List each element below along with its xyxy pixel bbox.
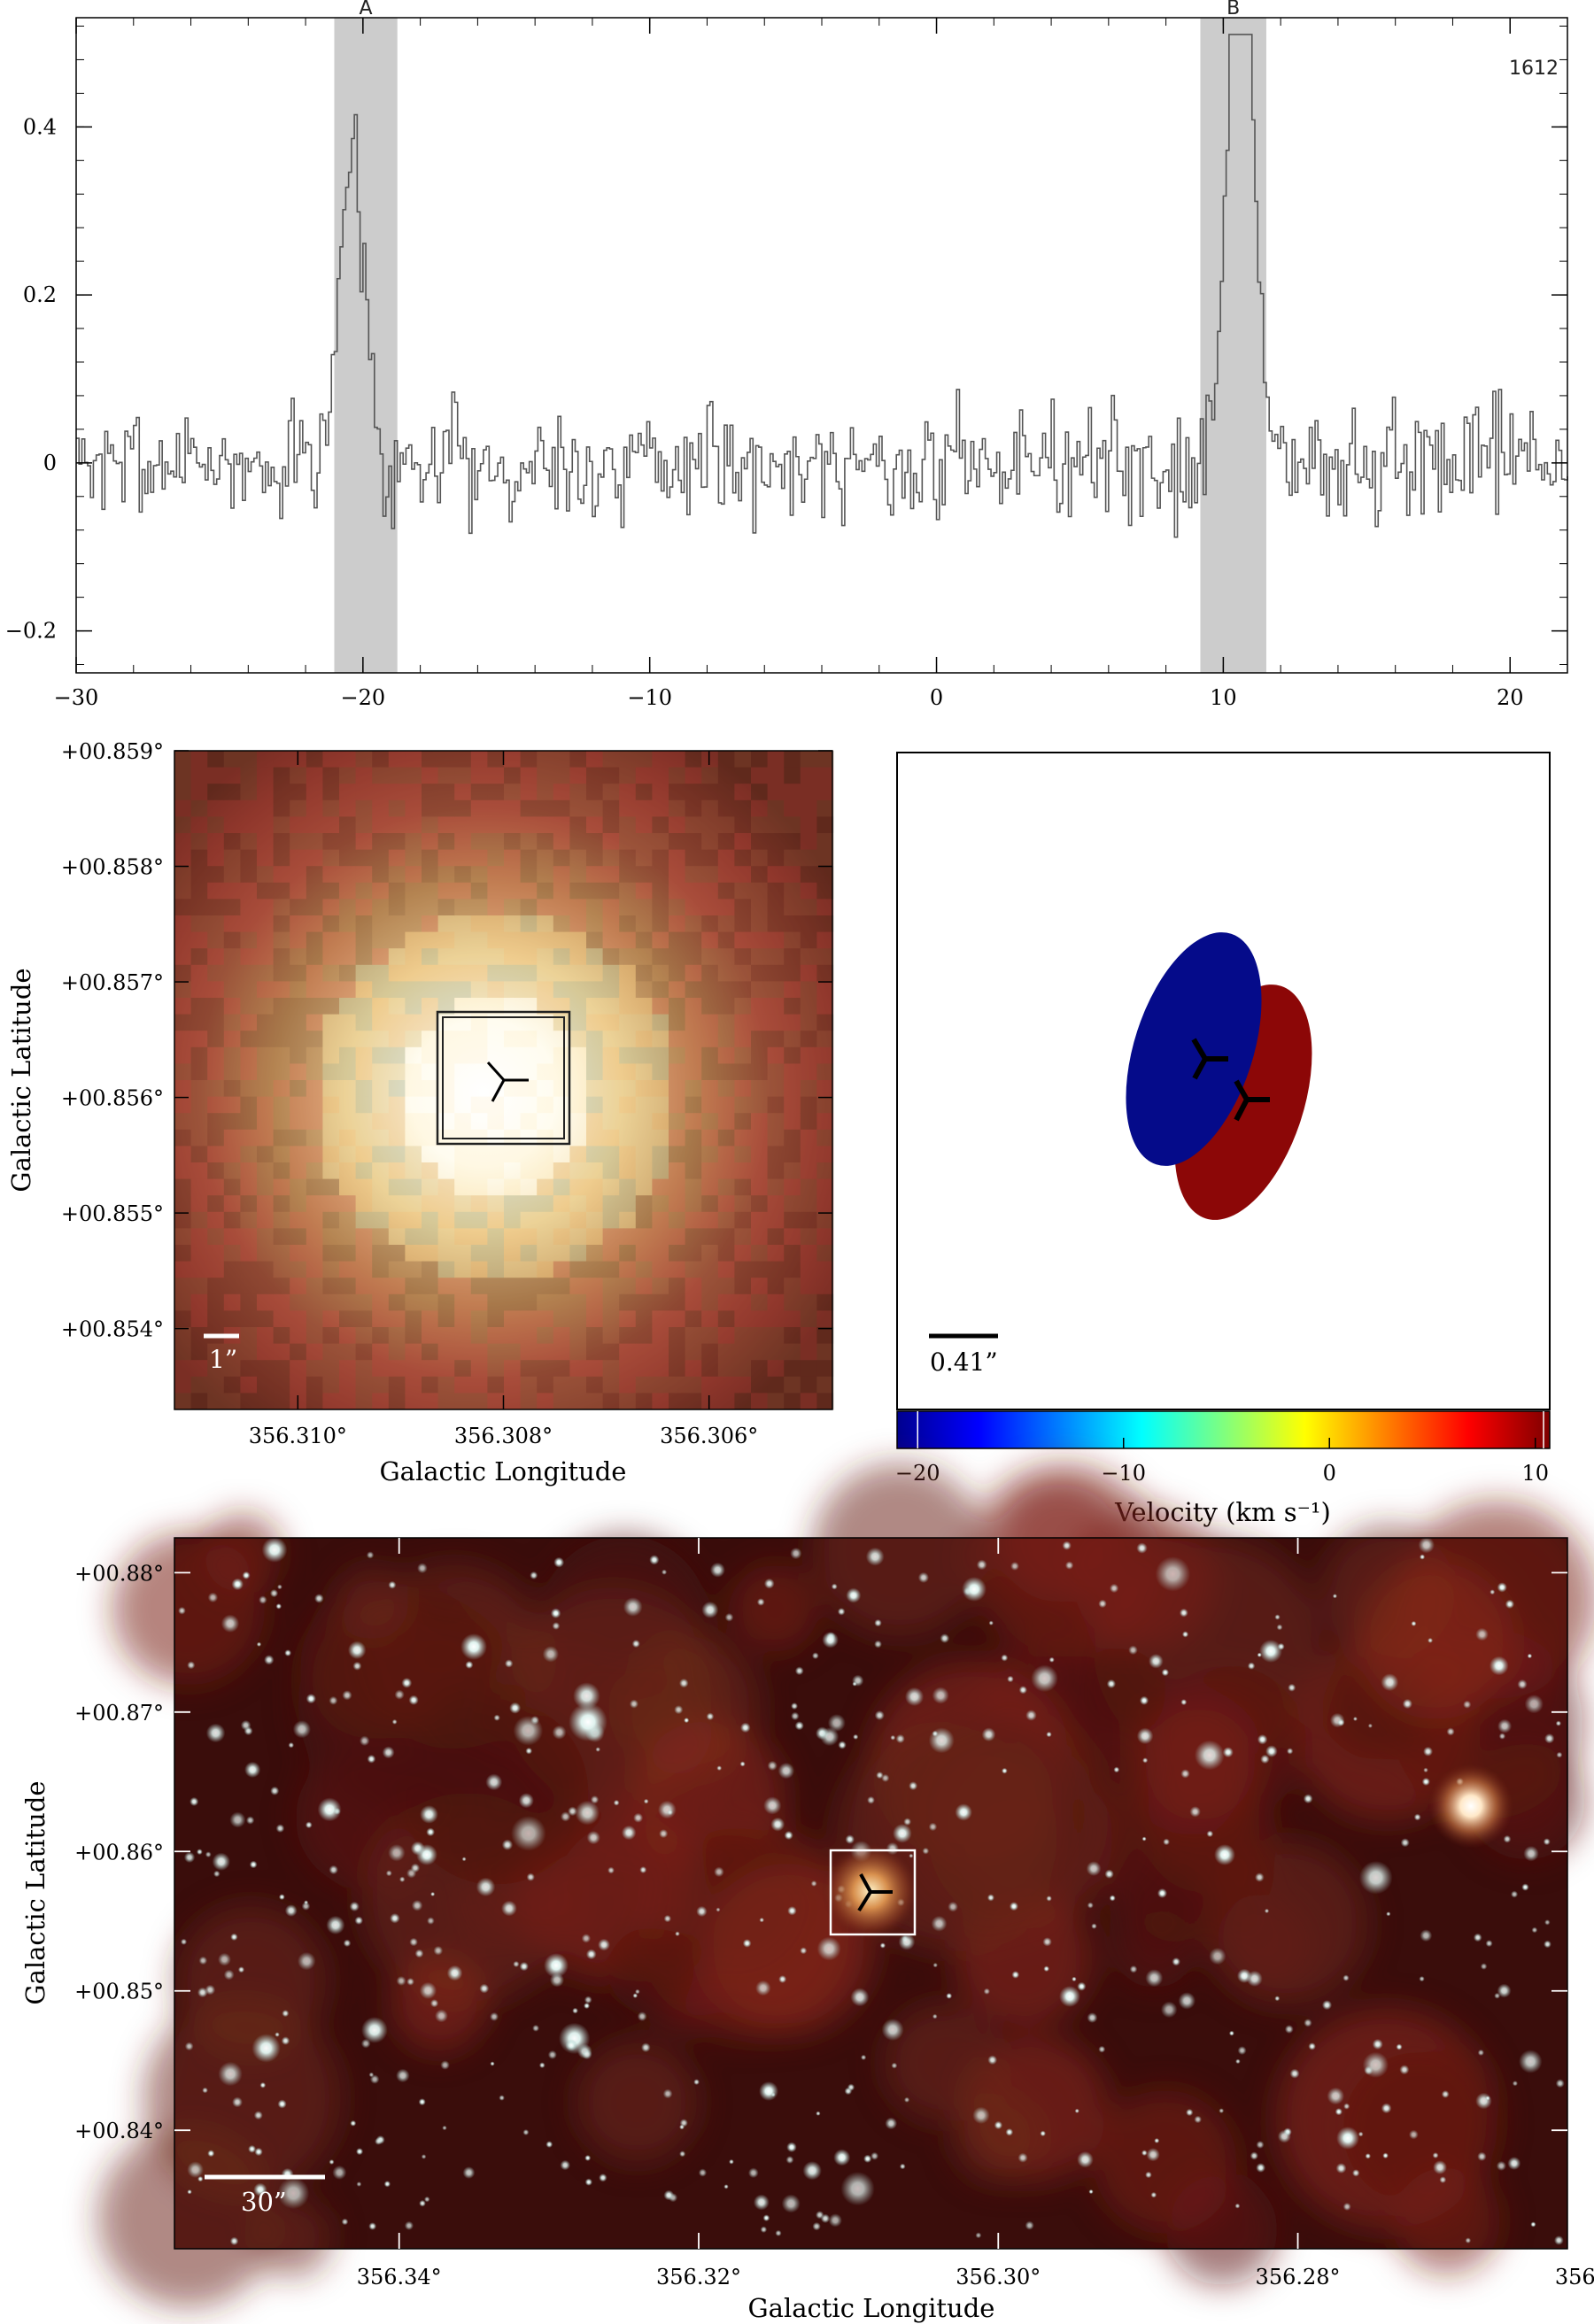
velocity-colorbar [896, 1410, 1551, 1449]
spectrum-y-tick-label: −0.2 [5, 619, 57, 644]
zoom-y-tick-label: +00.858° [61, 855, 164, 880]
wide-source-marker [857, 1873, 893, 1912]
wide-x-tick-label: 356.26° [1555, 2265, 1594, 2289]
spectrum-y-tick-label: 0.2 [23, 282, 57, 307]
spectrum-y-tick-label: 0.4 [23, 114, 57, 139]
colorbar-tick-label: 0 [1323, 1461, 1336, 1486]
wide-image-panel: 30” 356.34° 356.32° 356.30° 356.28° 356.26° +… [20, 1463, 1594, 2323]
wide-y-tick-label: +00.84° [74, 2119, 164, 2143]
spectrum-x-tick-label: −10 [627, 685, 672, 710]
zoom-source-marker [486, 1061, 529, 1102]
spectrum-region-label-a: A [360, 0, 373, 19]
wide-axes: 356.34° 356.32° 356.30° 356.28° 356.26° +00.8… [74, 1538, 1594, 2289]
wide-frame [174, 1537, 1568, 2250]
zoom-image-pixels [174, 751, 834, 1410]
spectrum-region-label-b: B [1226, 0, 1240, 19]
spectrum-region-b [1200, 18, 1266, 673]
spectrum-x-tick-label: 10 [1210, 685, 1237, 710]
wide-x-tick-label: 356.30° [956, 2265, 1041, 2289]
zoom-x-tick-label: 356.310° [249, 1424, 347, 1448]
spectrum-x-tick-label: −30 [54, 685, 99, 710]
zoom-scale-label: 1” [209, 1345, 237, 1374]
wide-x-tick-label: 356.34° [357, 2265, 442, 2289]
zoom-y-tick-label: +00.855° [61, 1201, 164, 1226]
colorbar-tick-label: 10 [1521, 1461, 1549, 1486]
zoom-image-panel: 1” 356.310° 356.308° 356.306° +00.854° +00.8… [6, 739, 834, 1486]
spectrum-frame [75, 17, 1568, 674]
spectrum-line [76, 34, 1568, 538]
zoom-y-tick-label: +00.859° [61, 739, 164, 764]
zoom-source-box-inner [442, 1016, 565, 1139]
maser-spot-a [1126, 932, 1262, 1166]
maser-scale-label: 0.41” [930, 1347, 998, 1377]
wide-y-tick-label: +00.87° [74, 1701, 164, 1726]
wide-image-nebula [97, 1463, 1594, 2308]
spectrum-x-tick-label: 20 [1497, 685, 1524, 710]
spectrum-frequency-label: 1612 [1509, 58, 1559, 80]
wide-image-stars [178, 1536, 1565, 2246]
zoom-x-tick-label: 356.306° [660, 1424, 758, 1448]
wide-xlabel: Galactic Longitude [748, 2293, 995, 2323]
maser-marker-a [1191, 1038, 1228, 1080]
spectrum-region-a [334, 18, 398, 673]
zoom-source-box-outer [436, 1010, 571, 1146]
wide-bright-star [1428, 1764, 1513, 1849]
zoom-axes: 356.310° 356.308° 356.306° +00.854° +00.855°… [61, 739, 832, 1448]
spectrum-y-tick-label: 0 [43, 451, 57, 475]
spectrum-x-tick-label: 0 [930, 685, 943, 710]
wide-x-tick-label: 356.28° [1256, 2265, 1341, 2289]
maser-marker-b [1234, 1079, 1270, 1122]
zoom-y-tick-label: +00.854° [61, 1317, 164, 1342]
spectrum-axes: −30 −20 −10 0 10 20 −0.2 0 0.2 0.4 [5, 18, 1568, 710]
zoom-ylabel: Galactic Latitude [6, 968, 36, 1192]
spectrum-x-tick-label: −20 [341, 685, 386, 710]
wide-y-tick-label: +00.88° [74, 1561, 164, 1586]
zoom-y-tick-label: +00.857° [61, 970, 164, 995]
wide-scale-label: 30” [241, 2187, 287, 2217]
zoom-xlabel: Galactic Longitude [380, 1456, 627, 1486]
wide-source-box [829, 1849, 917, 1936]
zoom-y-tick-label: +00.856° [61, 1086, 164, 1111]
wide-ylabel: Galactic Latitude [20, 1780, 50, 2004]
wide-x-tick-label: 356.32° [656, 2265, 741, 2289]
zoom-x-tick-label: 356.308° [454, 1424, 553, 1448]
wide-y-tick-label: +00.86° [74, 1840, 164, 1865]
wide-y-tick-label: +00.85° [74, 1980, 164, 2004]
